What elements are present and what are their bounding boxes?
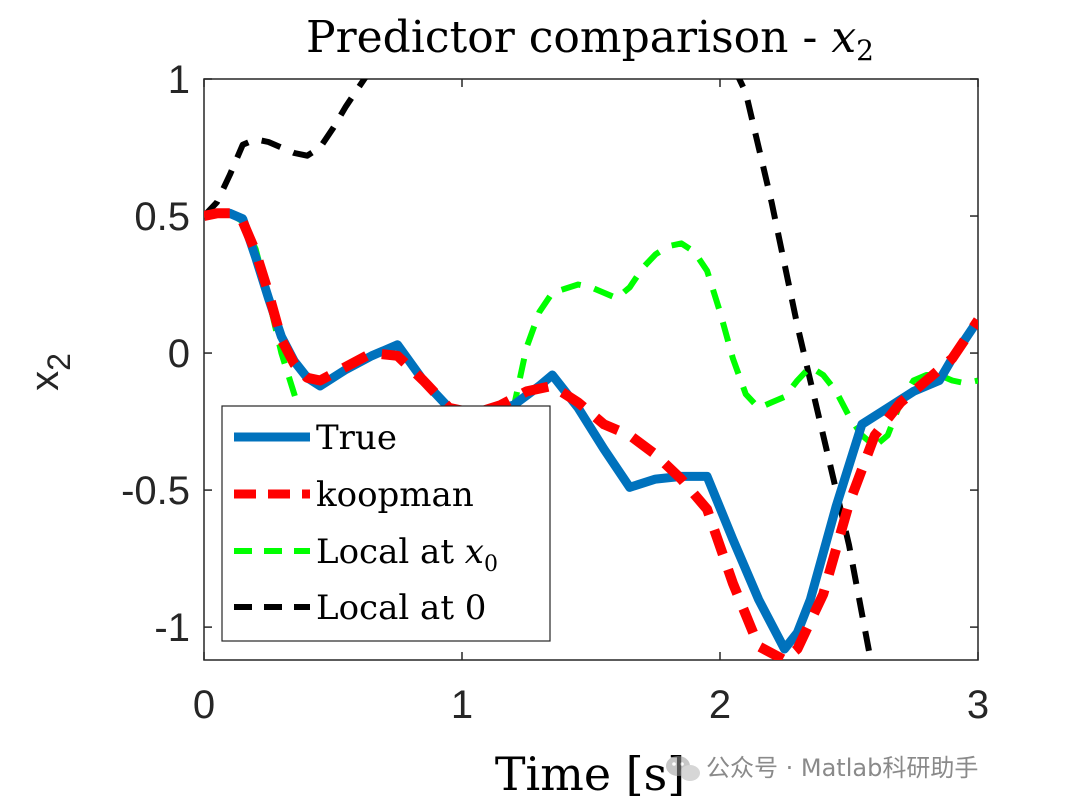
wechat-icon — [666, 756, 700, 781]
y-tick-label: -1 — [154, 606, 190, 650]
watermark-text: 公众号 · Matlab科研助手 — [706, 754, 978, 782]
y-tick-label: 0.5 — [134, 195, 190, 239]
y-axis-label: x2 — [23, 353, 77, 391]
legend-box — [221, 405, 551, 642]
legend: True koopman Local at x0 Local at 0 — [221, 405, 551, 642]
series-line-local-at-0 — [204, 79, 874, 660]
y-tick-label: -0.5 — [121, 469, 190, 513]
legend-label-local-x0: Local at x0 — [316, 532, 498, 577]
x-axis-ticks: 0 1 2 3 — [193, 79, 989, 727]
x-axis-label: Time [s] — [495, 747, 685, 801]
legend-label-true: True — [316, 418, 397, 458]
x-tick-label: 1 — [451, 683, 473, 727]
x-tick-label: 2 — [709, 683, 731, 727]
x-tick-label: 3 — [967, 683, 989, 727]
legend-label-local-0: Local at 0 — [316, 588, 486, 628]
y-tick-label: 1 — [168, 58, 190, 102]
series-line-true — [204, 208, 978, 654]
y-axis-ticks: 1 0.5 0 -0.5 -1 — [121, 58, 978, 650]
legend-label-koopman: koopman — [316, 475, 474, 515]
series-line-koopman — [204, 208, 978, 660]
chart-title: Predictor comparison - x2 — [306, 12, 874, 67]
watermark: 公众号 · Matlab科研助手 — [666, 754, 978, 782]
y-tick-label: 0 — [168, 332, 190, 376]
x-tick-label: 0 — [193, 683, 215, 727]
